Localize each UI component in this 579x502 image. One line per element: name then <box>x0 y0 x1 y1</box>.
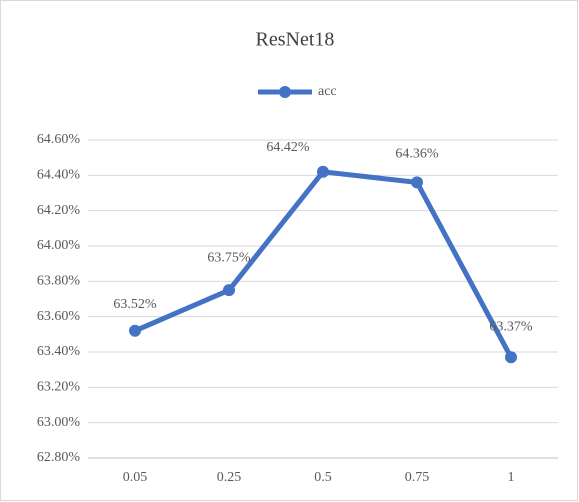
x-tick-label: 0.05 <box>123 470 148 485</box>
data-point <box>411 176 423 189</box>
x-tick-label: 0.5 <box>314 470 332 485</box>
data-point <box>223 284 235 297</box>
y-tick-label: 63.00% <box>37 415 81 430</box>
legend-label: acc <box>318 84 337 99</box>
x-tick-label: 0.25 <box>217 470 242 485</box>
data-label: 63.52% <box>113 297 157 312</box>
legend-marker <box>279 86 291 98</box>
y-tick-label: 63.60% <box>37 309 81 324</box>
y-tick-label: 64.00% <box>37 238 81 253</box>
y-tick-label: 62.80% <box>37 450 81 465</box>
data-label: 64.36% <box>395 147 439 162</box>
data-label: 63.37% <box>489 320 533 335</box>
data-point <box>505 351 517 364</box>
data-label: 64.42% <box>266 140 310 155</box>
x-tick-label: 0.75 <box>405 470 430 485</box>
data-label: 63.75% <box>207 250 251 265</box>
y-tick-label: 63.40% <box>37 344 81 359</box>
y-tick-label: 64.40% <box>37 168 81 183</box>
y-tick-label: 63.80% <box>37 274 81 289</box>
data-point <box>317 165 329 178</box>
y-tick-label: 63.20% <box>37 380 81 395</box>
data-point <box>129 324 141 337</box>
chart-title: ResNet18 <box>256 29 335 51</box>
x-tick-label: 1 <box>508 470 515 485</box>
y-tick-label: 64.20% <box>37 203 81 218</box>
y-tick-label: 64.60% <box>37 132 81 147</box>
